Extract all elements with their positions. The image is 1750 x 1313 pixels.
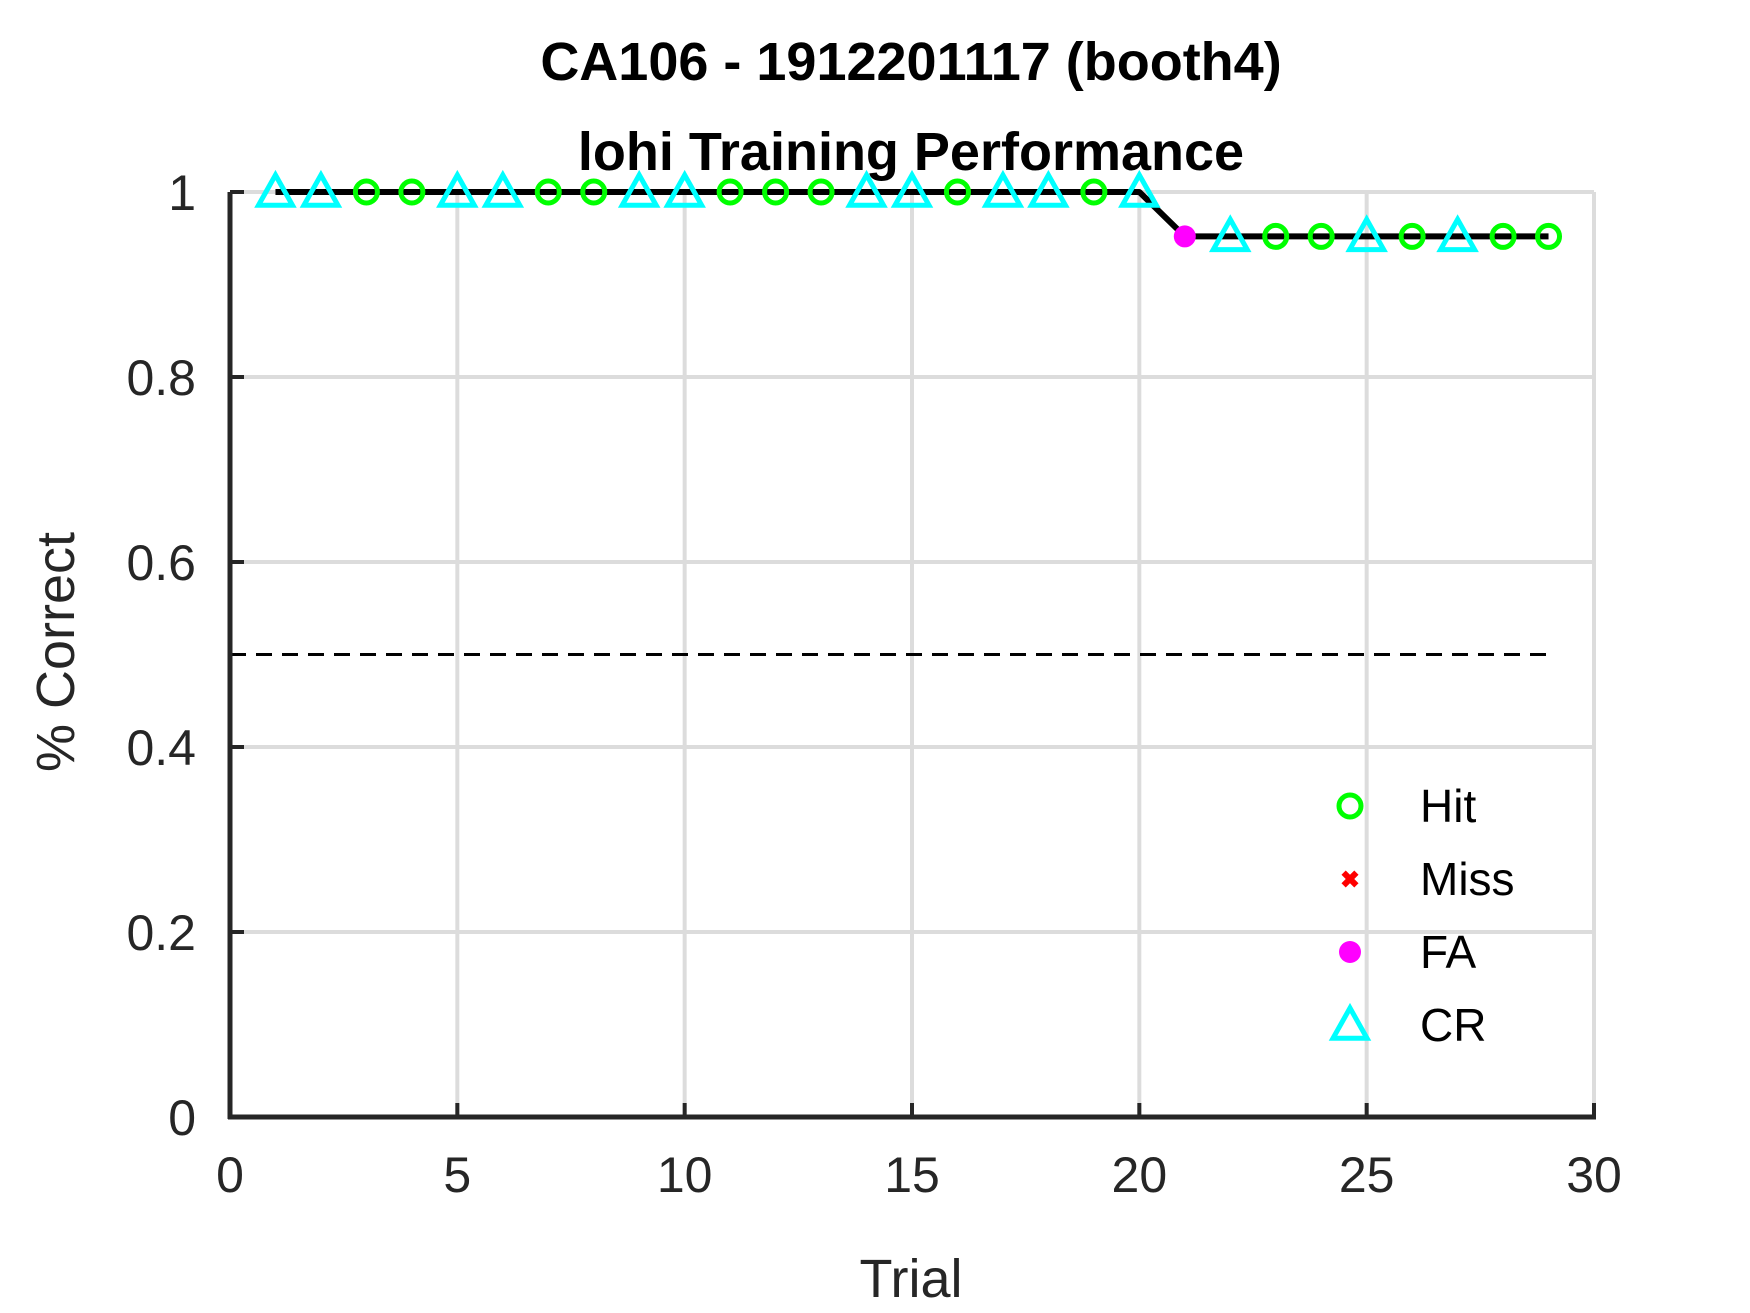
marker-cr-trial-27 bbox=[1436, 214, 1479, 253]
marker-cr-trial-6 bbox=[481, 169, 525, 208]
x-tick-label-15: 15 bbox=[884, 1147, 940, 1203]
marker-hit-trial-29 bbox=[1535, 222, 1563, 250]
marker-cr-trial-1 bbox=[254, 169, 297, 208]
marker-cr-trial-18 bbox=[1027, 169, 1070, 208]
performance-line bbox=[275, 189, 1549, 240]
marker-hit-trial-24 bbox=[1307, 222, 1335, 250]
x-tick-label-10: 10 bbox=[657, 1147, 713, 1203]
marker-cr-trial-15 bbox=[890, 169, 934, 208]
marker-cr-trial-2 bbox=[299, 169, 343, 208]
marker-cr-trial-20 bbox=[1118, 169, 1161, 208]
x-tick-label-20: 20 bbox=[1112, 1147, 1168, 1203]
marker-cr-trial-10 bbox=[663, 169, 706, 208]
x-tick-label-25: 25 bbox=[1339, 1147, 1395, 1203]
marker-hit-trial-13 bbox=[807, 178, 835, 206]
legend-marker-hit bbox=[1336, 792, 1364, 820]
marker-hit-trial-3 bbox=[352, 178, 380, 206]
y-tick-label-0-4: 0.4 bbox=[126, 720, 196, 776]
x-axis-label: Trial bbox=[860, 1249, 963, 1309]
legend-label-fa: FA bbox=[1420, 926, 1477, 978]
marker-hit-trial-19 bbox=[1080, 178, 1108, 206]
markers bbox=[254, 169, 1563, 253]
x-tick-label-5: 5 bbox=[443, 1147, 471, 1203]
chart-title-line-1: CA106 - 1912201117 (booth4) bbox=[540, 32, 1281, 92]
legend: Hit Miss FA CR bbox=[1328, 780, 1515, 1051]
marker-cr-trial-17 bbox=[981, 169, 1025, 208]
marker-hit-trial-26 bbox=[1398, 222, 1426, 250]
marker-cr-trial-5 bbox=[436, 169, 479, 208]
axes: 0 5 10 15 20 25 30 0 0.2 0.4 0.6 0.8 1 bbox=[126, 165, 1621, 1203]
y-tick-label-1: 1 bbox=[168, 165, 196, 221]
legend-marker-fa bbox=[1339, 941, 1361, 963]
marker-cr-trial-22 bbox=[1208, 214, 1252, 253]
marker-cr-trial-14 bbox=[845, 169, 888, 208]
x-tick-label-0: 0 bbox=[216, 1147, 244, 1203]
legend-label-cr: CR bbox=[1420, 999, 1486, 1051]
x-tick-label-30: 30 bbox=[1566, 1147, 1622, 1203]
marker-hit-trial-4 bbox=[398, 178, 426, 206]
marker-hit-trial-11 bbox=[716, 178, 744, 206]
marker-fa-trial-21 bbox=[1173, 225, 1196, 248]
y-axis-label: % Correct bbox=[26, 532, 86, 772]
legend-label-miss: Miss bbox=[1420, 853, 1515, 905]
y-tick-label-0-6: 0.6 bbox=[126, 535, 196, 591]
y-tick-label-0-8: 0.8 bbox=[126, 350, 196, 406]
marker-hit-trial-28 bbox=[1489, 222, 1517, 250]
performance-line-layer bbox=[275, 189, 1549, 240]
y-tick-label-0-2: 0.2 bbox=[126, 905, 196, 961]
legend-label-hit: Hit bbox=[1420, 780, 1476, 832]
marker-hit-trial-16 bbox=[943, 178, 971, 206]
marker-hit-trial-12 bbox=[762, 178, 790, 206]
legend-marker-cr bbox=[1328, 1002, 1372, 1041]
marker-hit-trial-8 bbox=[580, 178, 608, 206]
marker-cr-trial-9 bbox=[617, 169, 661, 208]
marker-hit-trial-7 bbox=[534, 178, 562, 206]
legend-marker-miss bbox=[1341, 870, 1359, 888]
marker-hit-trial-23 bbox=[1262, 222, 1290, 250]
marker-cr-trial-25 bbox=[1345, 214, 1388, 253]
y-tick-label-0: 0 bbox=[168, 1090, 196, 1146]
